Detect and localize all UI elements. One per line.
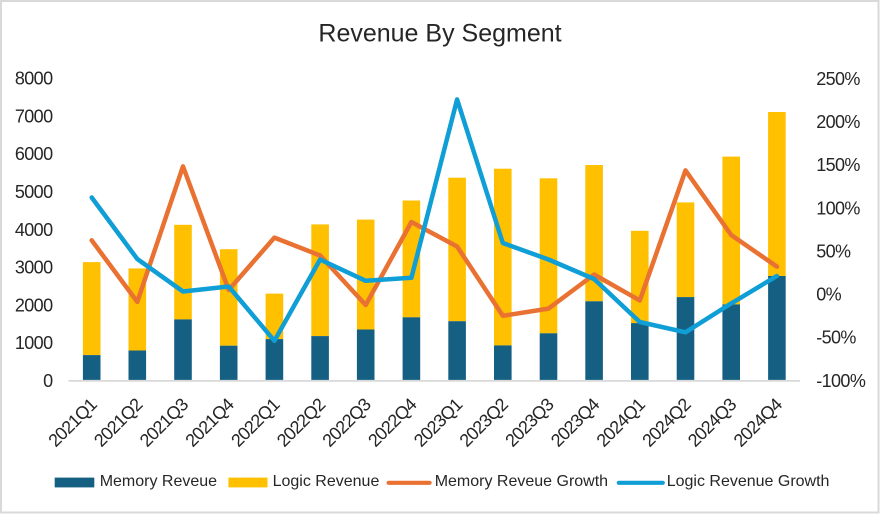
- svg-text:Memory Reveue: Memory Reveue: [100, 473, 217, 490]
- svg-text:7000: 7000: [15, 106, 53, 126]
- svg-text:5000: 5000: [15, 182, 53, 202]
- svg-text:0: 0: [43, 371, 53, 391]
- svg-text:-100%: -100%: [816, 371, 866, 391]
- svg-text:250%: 250%: [816, 69, 860, 89]
- svg-text:4000: 4000: [15, 220, 53, 240]
- svg-text:Logic Revenue Growth: Logic Revenue Growth: [667, 473, 830, 490]
- svg-text:6000: 6000: [15, 144, 53, 164]
- svg-text:200%: 200%: [816, 112, 860, 132]
- svg-text:50%: 50%: [816, 241, 851, 261]
- svg-text:-50%: -50%: [816, 328, 856, 348]
- svg-text:2000: 2000: [15, 295, 53, 315]
- svg-text:100%: 100%: [816, 198, 860, 218]
- svg-text:3000: 3000: [15, 258, 53, 278]
- svg-text:1000: 1000: [15, 333, 53, 353]
- svg-text:150%: 150%: [816, 155, 860, 175]
- svg-text:Revenue By Segment: Revenue By Segment: [318, 20, 561, 48]
- svg-text:Memory Reveue Growth: Memory Reveue Growth: [435, 473, 608, 490]
- svg-text:8000: 8000: [15, 69, 53, 89]
- svg-text:Logic Revenue: Logic Revenue: [273, 473, 380, 490]
- svg-text:0%: 0%: [816, 285, 841, 305]
